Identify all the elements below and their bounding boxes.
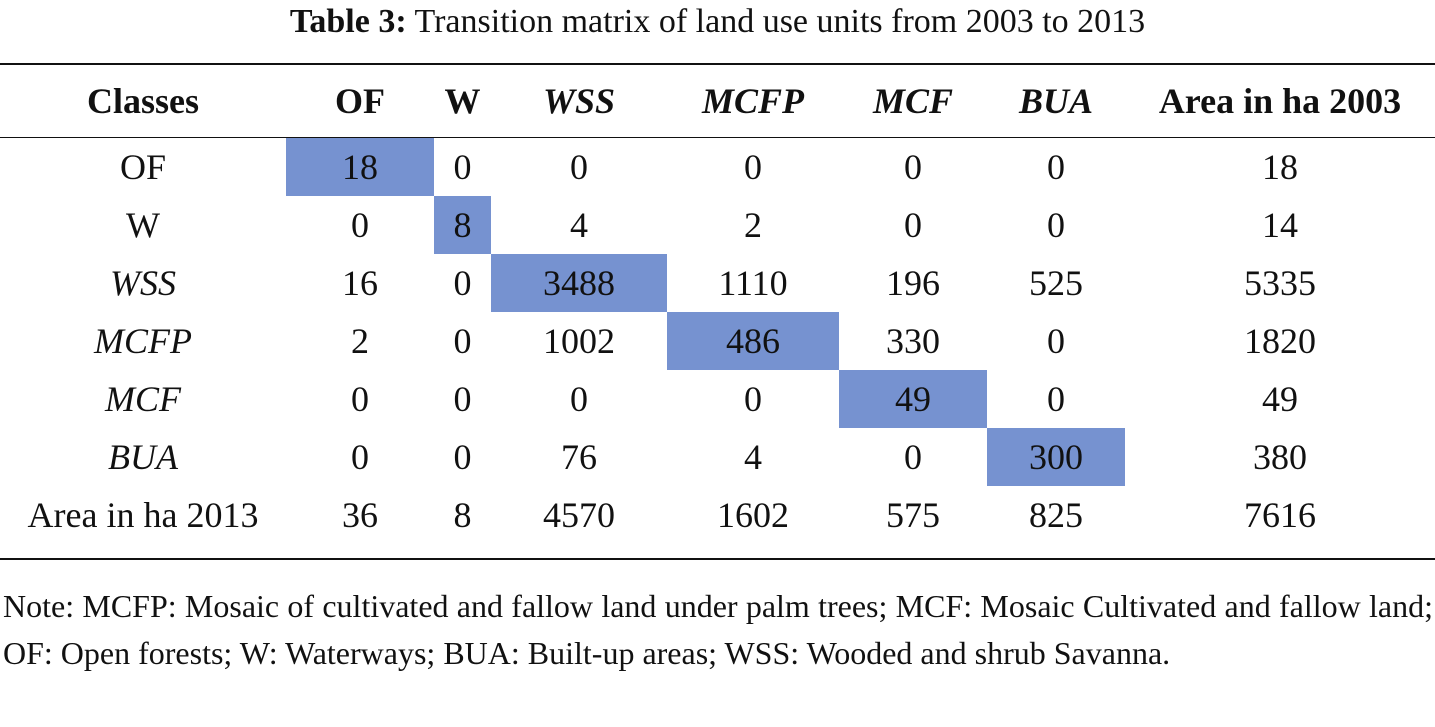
- table-cell: 0: [351, 205, 369, 245]
- table-cell: 4570: [543, 495, 615, 535]
- column-header: BUA: [1018, 81, 1094, 121]
- table-cell-total: 49: [1262, 379, 1298, 419]
- table-row-total: Area in ha 2013 36 8 4570 1602 575 825 7…: [0, 486, 1435, 544]
- row-label: OF: [119, 147, 167, 187]
- table-cell-diagonal: 3488: [491, 254, 667, 312]
- table-cell: 0: [744, 379, 762, 419]
- table-cell: 0: [904, 205, 922, 245]
- table-cell: 0: [904, 147, 922, 187]
- table-cell: 0: [453, 321, 472, 361]
- table-cell: 0: [453, 263, 472, 303]
- table-cell-diagonal: 486: [667, 312, 839, 370]
- table-cell: 0: [453, 147, 472, 187]
- table-cell-total: 1820: [1244, 321, 1316, 361]
- table-row: BUA 0 0 76 4 0 300 380: [0, 428, 1435, 486]
- table-row: MCF 0 0 0 0 49 0 49: [0, 370, 1435, 428]
- table-cell: 0: [570, 147, 588, 187]
- table-cell: 4: [744, 437, 762, 477]
- table-cell: 36: [342, 495, 378, 535]
- caption-text: Transition matrix of land use units from…: [414, 3, 1146, 40]
- table-note: Note: MCFP: Mosaic of cultivated and fal…: [3, 588, 1433, 671]
- row-label: MCFP: [94, 321, 192, 361]
- row-label: W: [126, 205, 160, 245]
- table-cell: 1002: [543, 321, 615, 361]
- table-cell: 0: [570, 379, 588, 419]
- table-cell: 0: [453, 437, 472, 477]
- table-cell: 4: [570, 205, 588, 245]
- table-caption: Table 3: Transition matrix of land use u…: [0, 2, 1435, 42]
- table-cell: 1602: [717, 495, 789, 535]
- table-cell-diagonal: 300: [987, 428, 1125, 486]
- table-cell-total: 5335: [1244, 263, 1316, 303]
- table-cell: 0: [904, 437, 922, 477]
- table-cell: 525: [1029, 263, 1083, 303]
- table-cell: 0: [744, 147, 762, 187]
- table-cell-total: 18: [1262, 147, 1298, 187]
- top-rule: [0, 63, 1435, 65]
- table-cell: 8: [453, 495, 472, 535]
- table-cell-diagonal: 18: [286, 137, 434, 196]
- table-cell: 330: [886, 321, 940, 361]
- column-header: W: [444, 81, 481, 121]
- transition-matrix-table: Classes OF W WSS MCFP MCF BUA Area in ha…: [0, 65, 1435, 544]
- table-cell: 0: [351, 379, 369, 419]
- table-row: OF 18 0 0 0 0 0 18: [0, 137, 1435, 196]
- column-header: OF: [335, 81, 385, 121]
- table-cell: 0: [1047, 205, 1065, 245]
- column-header: MCFP: [701, 81, 805, 121]
- table-cell-diagonal: 8: [434, 196, 491, 254]
- table-cell: 1110: [718, 263, 788, 303]
- table-row: WSS 16 0 3488 1110 196 525 5335: [0, 254, 1435, 312]
- row-label: Area in ha 2013: [27, 495, 259, 535]
- bottom-rule: [0, 558, 1435, 560]
- row-label: MCF: [105, 379, 181, 419]
- table-cell: 76: [561, 437, 597, 477]
- table-cell: 2: [744, 205, 762, 245]
- table-cell-total: 14: [1262, 205, 1298, 245]
- table-cell: 825: [1029, 495, 1083, 535]
- column-header: WSS: [542, 81, 616, 121]
- table-cell: 0: [1047, 147, 1065, 187]
- row-label: WSS: [110, 263, 176, 303]
- table-cell: 0: [453, 379, 472, 419]
- row-label: BUA: [108, 437, 178, 477]
- table-cell: 575: [886, 495, 940, 535]
- table-cell-total: 380: [1253, 437, 1307, 477]
- header-row: Classes OF W WSS MCFP MCF BUA Area in ha…: [0, 65, 1435, 138]
- table-cell: 0: [351, 437, 369, 477]
- column-header: MCF: [872, 81, 954, 121]
- table-cell: 196: [886, 263, 940, 303]
- column-header: Area in ha 2003: [1158, 81, 1402, 121]
- table-row: MCFP 2 0 1002 486 330 0 1820: [0, 312, 1435, 370]
- caption-label: Table 3:: [289, 3, 407, 40]
- header-corner: Classes: [86, 81, 199, 121]
- table-cell: 0: [1047, 379, 1065, 419]
- table-cell: 16: [342, 263, 378, 303]
- table-cell: 2: [351, 321, 369, 361]
- table-cell-total: 7616: [1244, 495, 1316, 535]
- table-cell: 0: [1047, 321, 1065, 361]
- table-row: W 0 8 4 2 0 0 14: [0, 196, 1435, 254]
- table-cell-diagonal: 49: [839, 370, 987, 428]
